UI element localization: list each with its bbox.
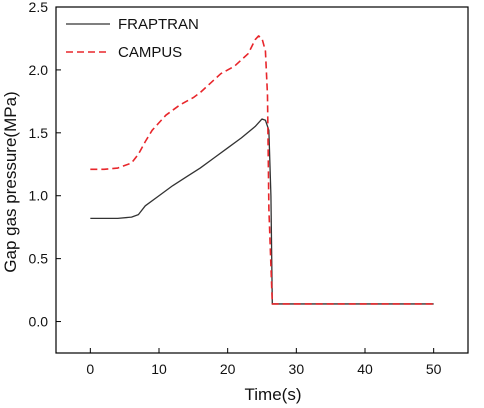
y-tick-label: 1.0 (29, 188, 49, 204)
axes-layer (55, 6, 469, 354)
ticks-layer: 0 10 20 30 40 50 0.0 0.5 1.0 1.5 2.0 2.5 (29, 0, 442, 377)
y-tick-label: 0.0 (29, 314, 49, 330)
x-tick-label: 40 (357, 361, 373, 377)
x-axis-title: Time(s) (245, 385, 302, 404)
x-tick-label: 30 (289, 361, 305, 377)
y-tick-label: 2.5 (29, 0, 49, 15)
y-tick-label: 2.0 (29, 62, 49, 78)
series-line-campus (90, 35, 434, 305)
y-tick-label: 0.5 (29, 251, 49, 267)
x-tick-label: 20 (220, 361, 236, 377)
y-tick-label: 1.5 (29, 125, 49, 141)
x-tick-label: 0 (86, 361, 94, 377)
x-tick-label: 50 (426, 361, 442, 377)
legend-label-fraptran: FRAPTRAN (118, 16, 199, 33)
series-layer (90, 35, 434, 305)
plot-frame (55, 6, 469, 354)
legend-label-campus: CAMPUS (118, 44, 182, 61)
y-axis-title: Gap gas pressure(MPa) (1, 91, 20, 272)
x-tick-label: 10 (151, 361, 167, 377)
legend: FRAPTRAN CAMPUS (66, 16, 199, 61)
